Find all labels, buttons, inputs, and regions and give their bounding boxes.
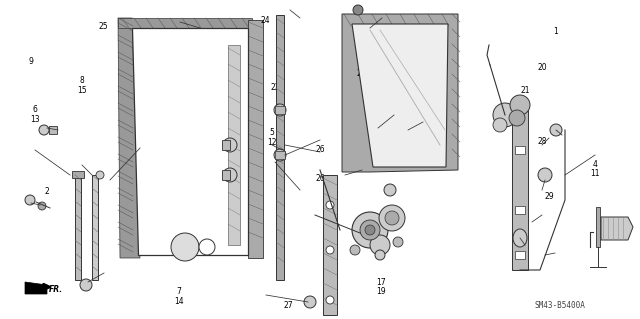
Circle shape bbox=[352, 212, 388, 248]
Polygon shape bbox=[248, 20, 263, 258]
Circle shape bbox=[509, 110, 525, 126]
FancyBboxPatch shape bbox=[515, 146, 525, 154]
Circle shape bbox=[274, 104, 286, 116]
Circle shape bbox=[379, 205, 405, 231]
Circle shape bbox=[384, 184, 396, 196]
Polygon shape bbox=[118, 18, 140, 258]
Text: 4
11: 4 11 bbox=[591, 160, 600, 178]
Polygon shape bbox=[118, 18, 252, 28]
Circle shape bbox=[393, 237, 403, 247]
Circle shape bbox=[304, 296, 316, 308]
Text: 5
12: 5 12 bbox=[268, 128, 276, 146]
Text: 21: 21 bbox=[520, 86, 529, 95]
Circle shape bbox=[326, 201, 334, 209]
Circle shape bbox=[25, 195, 35, 205]
Text: 27: 27 bbox=[283, 301, 293, 310]
Text: 28: 28 bbox=[538, 137, 547, 146]
Circle shape bbox=[375, 250, 385, 260]
Circle shape bbox=[353, 5, 363, 15]
Polygon shape bbox=[75, 175, 81, 280]
FancyBboxPatch shape bbox=[49, 126, 57, 134]
Polygon shape bbox=[512, 110, 528, 270]
Text: 17
19: 17 19 bbox=[376, 278, 386, 296]
Circle shape bbox=[538, 168, 552, 182]
Circle shape bbox=[365, 225, 375, 235]
Polygon shape bbox=[596, 207, 600, 247]
Circle shape bbox=[80, 279, 92, 291]
Text: 29: 29 bbox=[544, 192, 554, 201]
Circle shape bbox=[274, 149, 286, 161]
Text: 16
18: 16 18 bbox=[134, 93, 145, 111]
Polygon shape bbox=[92, 175, 98, 280]
Polygon shape bbox=[72, 171, 84, 178]
Text: 22: 22 bbox=[271, 83, 280, 92]
FancyBboxPatch shape bbox=[222, 140, 230, 150]
Text: 23: 23 bbox=[388, 117, 399, 126]
Text: 6
13: 6 13 bbox=[30, 106, 40, 124]
Circle shape bbox=[385, 211, 399, 225]
Circle shape bbox=[550, 124, 562, 136]
Circle shape bbox=[326, 296, 334, 304]
Text: 9: 9 bbox=[28, 57, 33, 66]
Text: 3
10: 3 10 bbox=[417, 91, 428, 110]
Polygon shape bbox=[342, 14, 458, 172]
Polygon shape bbox=[132, 28, 248, 255]
FancyBboxPatch shape bbox=[515, 206, 525, 214]
FancyBboxPatch shape bbox=[275, 106, 285, 114]
Polygon shape bbox=[323, 175, 337, 315]
Circle shape bbox=[493, 118, 507, 132]
Circle shape bbox=[370, 235, 390, 255]
Text: 2: 2 bbox=[44, 187, 49, 196]
Circle shape bbox=[39, 125, 49, 135]
Polygon shape bbox=[228, 45, 240, 245]
Polygon shape bbox=[276, 15, 284, 280]
Circle shape bbox=[96, 171, 104, 179]
Circle shape bbox=[223, 168, 237, 182]
Circle shape bbox=[326, 246, 334, 254]
Text: FR.: FR. bbox=[49, 285, 63, 293]
Circle shape bbox=[38, 202, 46, 210]
Circle shape bbox=[223, 138, 237, 152]
Text: 20: 20 bbox=[538, 63, 548, 72]
Circle shape bbox=[360, 220, 380, 240]
Polygon shape bbox=[352, 24, 448, 167]
FancyBboxPatch shape bbox=[222, 170, 230, 180]
Text: 26: 26 bbox=[315, 145, 325, 154]
Circle shape bbox=[171, 233, 199, 261]
Text: 8
15: 8 15 bbox=[77, 76, 87, 94]
Text: SM43-B5400A: SM43-B5400A bbox=[534, 300, 586, 309]
Text: 26: 26 bbox=[315, 174, 325, 183]
Circle shape bbox=[493, 103, 517, 127]
Ellipse shape bbox=[513, 229, 527, 247]
Polygon shape bbox=[601, 217, 633, 240]
Text: 7
14: 7 14 bbox=[174, 287, 184, 306]
Text: 29: 29 bbox=[356, 69, 367, 78]
FancyBboxPatch shape bbox=[275, 151, 285, 159]
Circle shape bbox=[510, 95, 530, 115]
Polygon shape bbox=[25, 282, 47, 294]
FancyBboxPatch shape bbox=[515, 251, 525, 259]
Text: 24: 24 bbox=[260, 16, 271, 25]
Circle shape bbox=[350, 245, 360, 255]
Text: 25: 25 bbox=[99, 22, 109, 31]
Circle shape bbox=[199, 239, 215, 255]
Text: 1: 1 bbox=[553, 27, 558, 36]
